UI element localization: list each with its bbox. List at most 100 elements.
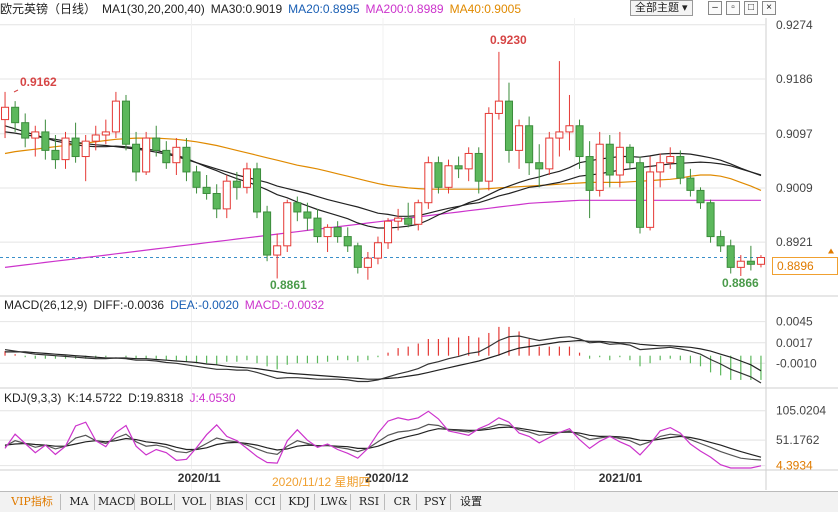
candle-down xyxy=(303,211,312,219)
theme-select[interactable]: 全部主题 ▾ xyxy=(630,0,693,16)
candle-up xyxy=(424,162,433,204)
candle-up xyxy=(101,131,110,136)
candle-down xyxy=(525,125,534,164)
candle-down xyxy=(474,152,483,182)
candle-down xyxy=(353,245,362,268)
candle-up xyxy=(323,226,332,238)
tab-bias[interactable]: BIAS xyxy=(214,494,247,510)
theme-label: 全部主题 xyxy=(635,2,679,14)
candle-up xyxy=(172,146,181,164)
price-axis-label: 0.9274 xyxy=(776,18,813,32)
ma200-line xyxy=(4,199,761,268)
candle-down xyxy=(162,149,171,164)
low-annotation-2: 0.8866 xyxy=(722,276,759,290)
candle-up xyxy=(484,112,493,182)
close-icon[interactable]: × xyxy=(762,1,776,15)
candle-down xyxy=(585,156,594,191)
tab-rsi[interactable]: RSI xyxy=(354,494,385,510)
price-axis-label: 0.8921 xyxy=(776,235,813,249)
candle-up xyxy=(565,125,574,133)
symbol-title[interactable]: 欧元英镑 xyxy=(0,2,49,16)
candle-up xyxy=(666,156,675,164)
price-axis-label: 0.9097 xyxy=(776,127,813,141)
kdj-d-line xyxy=(4,426,762,458)
candle-down xyxy=(132,143,141,173)
tab-lw[interactable]: LW& xyxy=(318,494,351,510)
candle-down xyxy=(726,245,735,268)
tab-vip[interactable]: VIP指标 xyxy=(4,494,61,510)
candle-down xyxy=(504,100,514,151)
candle-down xyxy=(182,146,191,173)
kdj-axis-label: 51.1762 xyxy=(776,433,820,447)
candle-down xyxy=(625,146,634,164)
candle-down xyxy=(252,168,262,213)
candle-up xyxy=(1,106,10,121)
tab-cci[interactable]: CCI xyxy=(250,494,281,510)
tab-cr[interactable]: CR xyxy=(388,494,417,510)
candle-down xyxy=(21,122,30,139)
kdj-j-line xyxy=(4,410,762,469)
macd-dif-line xyxy=(4,335,762,384)
tab-boll[interactable]: BOLL xyxy=(138,494,175,510)
candle-up xyxy=(756,257,765,265)
candle-up xyxy=(222,180,231,210)
candle-down xyxy=(343,236,352,247)
ma200-value: MA200:0.8989 xyxy=(365,2,444,16)
candle-down xyxy=(263,211,272,256)
candle-up xyxy=(91,134,100,142)
candle-down xyxy=(404,217,413,225)
crosshair-date: 2020/11/12 星期四 xyxy=(272,475,371,489)
tab-kdj[interactable]: KDJ xyxy=(284,494,315,510)
candle-down xyxy=(313,217,322,238)
candle-up xyxy=(515,125,524,151)
maximize-icon[interactable]: □ xyxy=(744,1,758,15)
macd-dif: DIFF:-0.0036 xyxy=(93,298,165,312)
candle-down xyxy=(192,171,201,188)
tab-settings[interactable]: 设置 xyxy=(460,495,482,508)
candle-down xyxy=(232,180,241,188)
candle-up xyxy=(615,146,624,176)
macd-dea: DEA:-0.0020 xyxy=(170,298,239,312)
candle-up xyxy=(414,202,423,225)
candle-up xyxy=(142,137,151,173)
low-annotation-1: 0.8861 xyxy=(270,278,307,292)
tab-ma[interactable]: MA xyxy=(64,494,95,510)
restore-icon[interactable]: ▫ xyxy=(726,1,740,15)
candle-down xyxy=(333,226,342,238)
tab-vol[interactable]: VOL xyxy=(178,494,211,510)
candle-down xyxy=(686,177,695,191)
candle-down xyxy=(293,202,302,213)
candle-up xyxy=(736,260,745,268)
candle-up xyxy=(81,140,90,158)
candle-up xyxy=(242,168,251,188)
candle-up xyxy=(31,131,40,139)
macd-macd: MACD:-0.0032 xyxy=(244,298,325,312)
candle-down xyxy=(746,260,755,265)
candle-up xyxy=(494,100,503,114)
ma30-line xyxy=(4,131,762,217)
candle-up xyxy=(444,165,453,188)
kdj-k-line xyxy=(4,423,762,461)
minimize-icon[interactable]: – xyxy=(708,1,722,15)
candle-up xyxy=(545,137,554,170)
candle-down xyxy=(212,192,221,210)
x-axis-label: 2020/11 xyxy=(178,471,221,485)
kdj-title: KDJ(9,3,3) xyxy=(4,391,62,405)
indicator-tabbar: VIP指标 MA MACD BOLL VOL BIAS CCI KDJ LW& … xyxy=(0,491,838,512)
kdj-k: K:14.5722 xyxy=(67,391,123,405)
candle-down xyxy=(202,186,211,194)
candle-down xyxy=(51,149,60,161)
ma-indicator-label: MA1(30,20,200,40) xyxy=(102,2,205,16)
candle-down xyxy=(434,162,443,188)
candle-up xyxy=(394,217,403,222)
candle-up xyxy=(283,202,292,247)
kdj-axis-label: 105.0204 xyxy=(776,404,826,418)
candle-up xyxy=(111,100,120,133)
tab-psy[interactable]: PSY xyxy=(420,494,451,510)
ma40-value: MA40:0.9005 xyxy=(449,2,521,16)
period-label[interactable]: （日线） xyxy=(48,2,97,16)
chart-header: 欧元英镑（日线） MA1(30,20,200,40) MA30:0.9019 MA20… xyxy=(0,0,838,18)
tab-macd[interactable]: MACD xyxy=(98,494,135,510)
ma20-value: MA20:0.8995 xyxy=(288,2,360,16)
